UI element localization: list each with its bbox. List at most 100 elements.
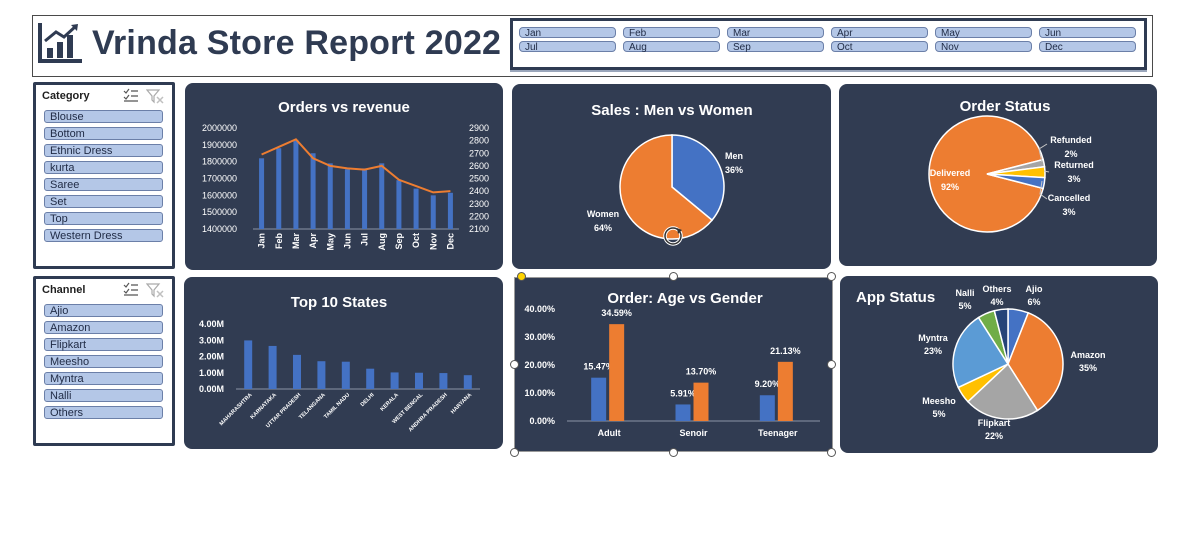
category-item-western-dress[interactable]: Western Dress bbox=[44, 229, 163, 242]
category-item-saree[interactable]: Saree bbox=[44, 178, 163, 191]
bar-data-label: 15.47% bbox=[583, 362, 614, 372]
chart-logo-icon bbox=[38, 23, 82, 63]
channel-item-ajio[interactable]: Ajio bbox=[44, 304, 163, 317]
y-left-tick-label: 1600000 bbox=[202, 190, 237, 200]
resize-handle-bottom-right[interactable] bbox=[827, 448, 836, 457]
slice-label: Others bbox=[982, 284, 1011, 294]
pie-slice-women bbox=[619, 134, 714, 240]
slice-value: 3% bbox=[1067, 174, 1080, 184]
channel-item-myntra[interactable]: Myntra bbox=[44, 372, 163, 385]
x-tick-label: Jul bbox=[360, 233, 370, 246]
channel-item-flipkart[interactable]: Flipkart bbox=[44, 338, 163, 351]
chart-title: Orders vs revenue bbox=[278, 99, 410, 116]
pie-slice-men bbox=[671, 134, 725, 222]
state-bar bbox=[390, 372, 399, 389]
y-tick-label: 30.00% bbox=[524, 332, 555, 342]
resize-handle-right[interactable] bbox=[827, 360, 836, 369]
top-states-panel: Top 10 States 4.00M 3.00M 2.00M 1.00M 0.00M M… bbox=[184, 277, 503, 449]
x-tick-label: Dec bbox=[445, 233, 455, 250]
slice-label: Cancelled bbox=[1048, 193, 1091, 203]
resize-handle-top-right[interactable] bbox=[827, 272, 836, 281]
x-tick-label: KERALA bbox=[380, 392, 400, 412]
month-button-nov[interactable]: Nov bbox=[935, 41, 1032, 53]
category-item-blouse[interactable]: Blouse bbox=[44, 110, 163, 123]
channel-item-nalli[interactable]: Nalli bbox=[44, 389, 163, 402]
age-gender-bar bbox=[591, 377, 607, 421]
channel-item-meesho[interactable]: Meesho bbox=[44, 355, 163, 368]
category-item-top[interactable]: Top bbox=[44, 212, 163, 225]
y-tick-label: 10.00% bbox=[524, 388, 555, 398]
resize-handle-left[interactable] bbox=[510, 360, 519, 369]
resize-handle-bottom[interactable] bbox=[669, 448, 678, 457]
y-right-tick-label: 2700 bbox=[469, 148, 489, 158]
slice-value: 92% bbox=[941, 182, 959, 192]
month-button-jun[interactable]: Jun bbox=[1039, 27, 1136, 39]
x-tick-label: Mar bbox=[291, 233, 301, 250]
month-button-oct[interactable]: Oct bbox=[831, 41, 928, 53]
state-bar bbox=[268, 345, 277, 389]
x-tick-label: Jan bbox=[257, 233, 267, 249]
category-item-ethnic-dress[interactable]: Ethnic Dress bbox=[44, 144, 163, 157]
channel-slicer-title: Channel bbox=[42, 284, 86, 296]
slice-value: 5% bbox=[958, 301, 971, 311]
y-right-tick-label: 2600 bbox=[469, 161, 489, 171]
y-right-tick-label: 2300 bbox=[469, 199, 489, 209]
orders-bar bbox=[276, 148, 282, 229]
channel-item-amazon[interactable]: Amazon bbox=[44, 321, 163, 334]
orders-vs-revenue-panel: Orders vs revenue 2000000 1900000 1800000 1… bbox=[185, 83, 503, 270]
clear-filter-icon[interactable] bbox=[146, 88, 164, 104]
age-vs-gender-panel[interactable]: Order: Age vs Gender 40.00% 30.00% 20.00% 1… bbox=[514, 277, 833, 452]
x-tick-label: May bbox=[325, 233, 335, 251]
y-right-tick-label: 2900 bbox=[469, 123, 489, 133]
category-item-bottom[interactable]: Bottom bbox=[44, 127, 163, 140]
month-button-dec[interactable]: Dec bbox=[1039, 41, 1136, 53]
y-right-tick-label: 2800 bbox=[469, 136, 489, 146]
y-tick-label: 4.00M bbox=[199, 319, 224, 329]
channel-slicer: Channel Ajio Amazon Flipkart Meesho Myntra Na… bbox=[33, 276, 175, 446]
month-button-jul[interactable]: Jul bbox=[519, 41, 616, 53]
slice-label: Flipkart bbox=[978, 418, 1011, 428]
y-right-tick-label: 2100 bbox=[469, 224, 489, 234]
slice-label: Refunded bbox=[1050, 135, 1092, 145]
month-button-aug[interactable]: Aug bbox=[623, 41, 720, 53]
slice-label: Nalli bbox=[955, 288, 974, 298]
pie-slice-cancelled bbox=[986, 173, 1046, 190]
slice-value: 64% bbox=[594, 223, 612, 233]
multi-select-icon[interactable] bbox=[122, 88, 140, 104]
age-gender-bar bbox=[675, 404, 691, 421]
leader-line bbox=[1043, 170, 1050, 173]
month-button-apr[interactable]: Apr bbox=[831, 27, 928, 39]
y-left-tick-label: 1400000 bbox=[202, 224, 237, 234]
slice-label: Men bbox=[725, 151, 743, 161]
resize-handle-top[interactable] bbox=[669, 272, 678, 281]
multi-select-icon[interactable] bbox=[122, 282, 140, 298]
x-tick-label: HARYANA bbox=[450, 392, 473, 415]
bar-data-label: 5.91% bbox=[670, 388, 696, 398]
slice-label: Meesho bbox=[922, 396, 956, 406]
bar-data-label: 34.59% bbox=[601, 308, 632, 318]
month-button-may[interactable]: May bbox=[935, 27, 1032, 39]
x-tick-label: Feb bbox=[274, 233, 284, 250]
y-left-tick-label: 1900000 bbox=[202, 140, 237, 150]
category-item-set[interactable]: Set bbox=[44, 195, 163, 208]
bar-data-label: 13.70% bbox=[686, 367, 717, 377]
x-tick-label: Jun bbox=[342, 233, 352, 249]
category-item-kurta[interactable]: kurta bbox=[44, 161, 163, 174]
orders-bar bbox=[430, 195, 436, 229]
channel-item-others[interactable]: Others bbox=[44, 406, 163, 419]
month-button-sep[interactable]: Sep bbox=[727, 41, 824, 53]
month-button-jan[interactable]: Jan bbox=[519, 27, 616, 39]
x-tick-label: MAHARASHTRA bbox=[219, 392, 254, 427]
x-tick-label: Nov bbox=[428, 233, 438, 250]
clear-filter-icon[interactable] bbox=[146, 282, 164, 298]
y-left-tick-label: 2000000 bbox=[202, 123, 237, 133]
resize-handle-bottom-left[interactable] bbox=[510, 448, 519, 457]
rotate-handle[interactable] bbox=[517, 272, 526, 281]
y-tick-label: 1.00M bbox=[199, 368, 224, 378]
slice-value: 6% bbox=[1027, 297, 1040, 307]
state-bar bbox=[293, 354, 301, 389]
slice-label: Ajio bbox=[1026, 284, 1044, 294]
y-tick-label: 20.00% bbox=[524, 360, 555, 370]
month-button-feb[interactable]: Feb bbox=[623, 27, 720, 39]
month-button-mar[interactable]: Mar bbox=[727, 27, 824, 39]
